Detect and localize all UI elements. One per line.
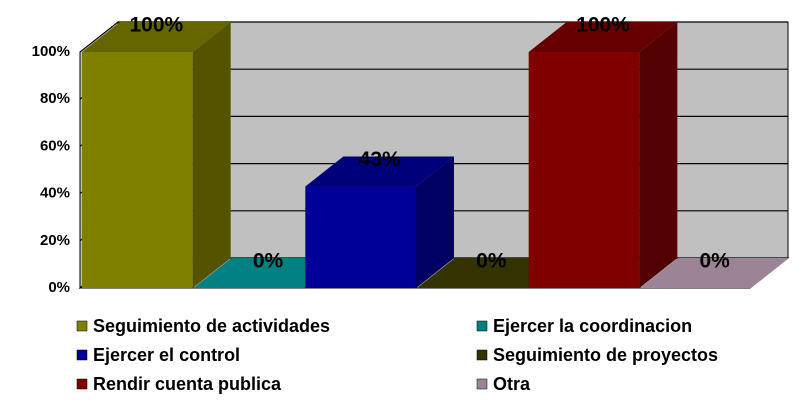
bar-top	[305, 156, 454, 187]
value-label: 0%	[699, 250, 730, 273]
legend-label: Ejercer el control	[93, 345, 240, 365]
y-tick-label: 0%	[48, 279, 70, 296]
bar-top	[82, 22, 231, 52]
legend-label: Ejercer la coordinacion	[493, 316, 692, 336]
legend-swatch	[76, 349, 88, 361]
bar-side	[192, 22, 231, 288]
legend-label: Rendir cuenta publica	[93, 374, 282, 394]
legend-swatch	[76, 320, 88, 332]
value-label: 0%	[476, 250, 507, 273]
legend-swatch	[76, 378, 88, 390]
bar-side	[416, 156, 454, 288]
y-tick-label: 40%	[40, 185, 70, 202]
legend-label: Seguimiento de actividades	[93, 316, 330, 336]
y-tick-label: 80%	[40, 90, 70, 107]
bar-side	[639, 22, 678, 288]
legend-label: Seguimiento de proyectos	[493, 345, 718, 365]
bar	[305, 186, 416, 288]
value-label: 100%	[576, 14, 630, 37]
bar-top	[528, 22, 678, 52]
value-label: 0%	[253, 250, 284, 273]
legend-label: Otra	[493, 374, 531, 394]
legend-swatch	[476, 378, 488, 390]
bar	[417, 258, 566, 288]
y-tick-label: 20%	[40, 232, 70, 249]
y-tick-label: 60%	[40, 137, 70, 154]
bar	[82, 52, 193, 288]
bar	[193, 258, 343, 288]
legend-swatch	[476, 349, 488, 361]
y-tick-label: 100%	[32, 43, 70, 60]
bar	[528, 52, 640, 288]
bar	[640, 258, 789, 288]
legend-swatch	[476, 320, 488, 332]
value-label: 43%	[359, 148, 401, 171]
value-label: 100%	[129, 14, 183, 37]
grid-line-side	[79, 21, 119, 53]
